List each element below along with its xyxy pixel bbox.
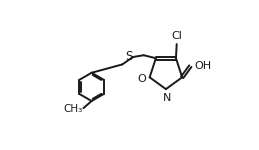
Text: Cl: Cl (171, 31, 182, 41)
Text: N: N (163, 93, 171, 103)
Text: S: S (125, 50, 132, 63)
Text: OH: OH (194, 61, 212, 71)
Text: O: O (137, 74, 146, 84)
Text: CH₃: CH₃ (63, 104, 82, 114)
